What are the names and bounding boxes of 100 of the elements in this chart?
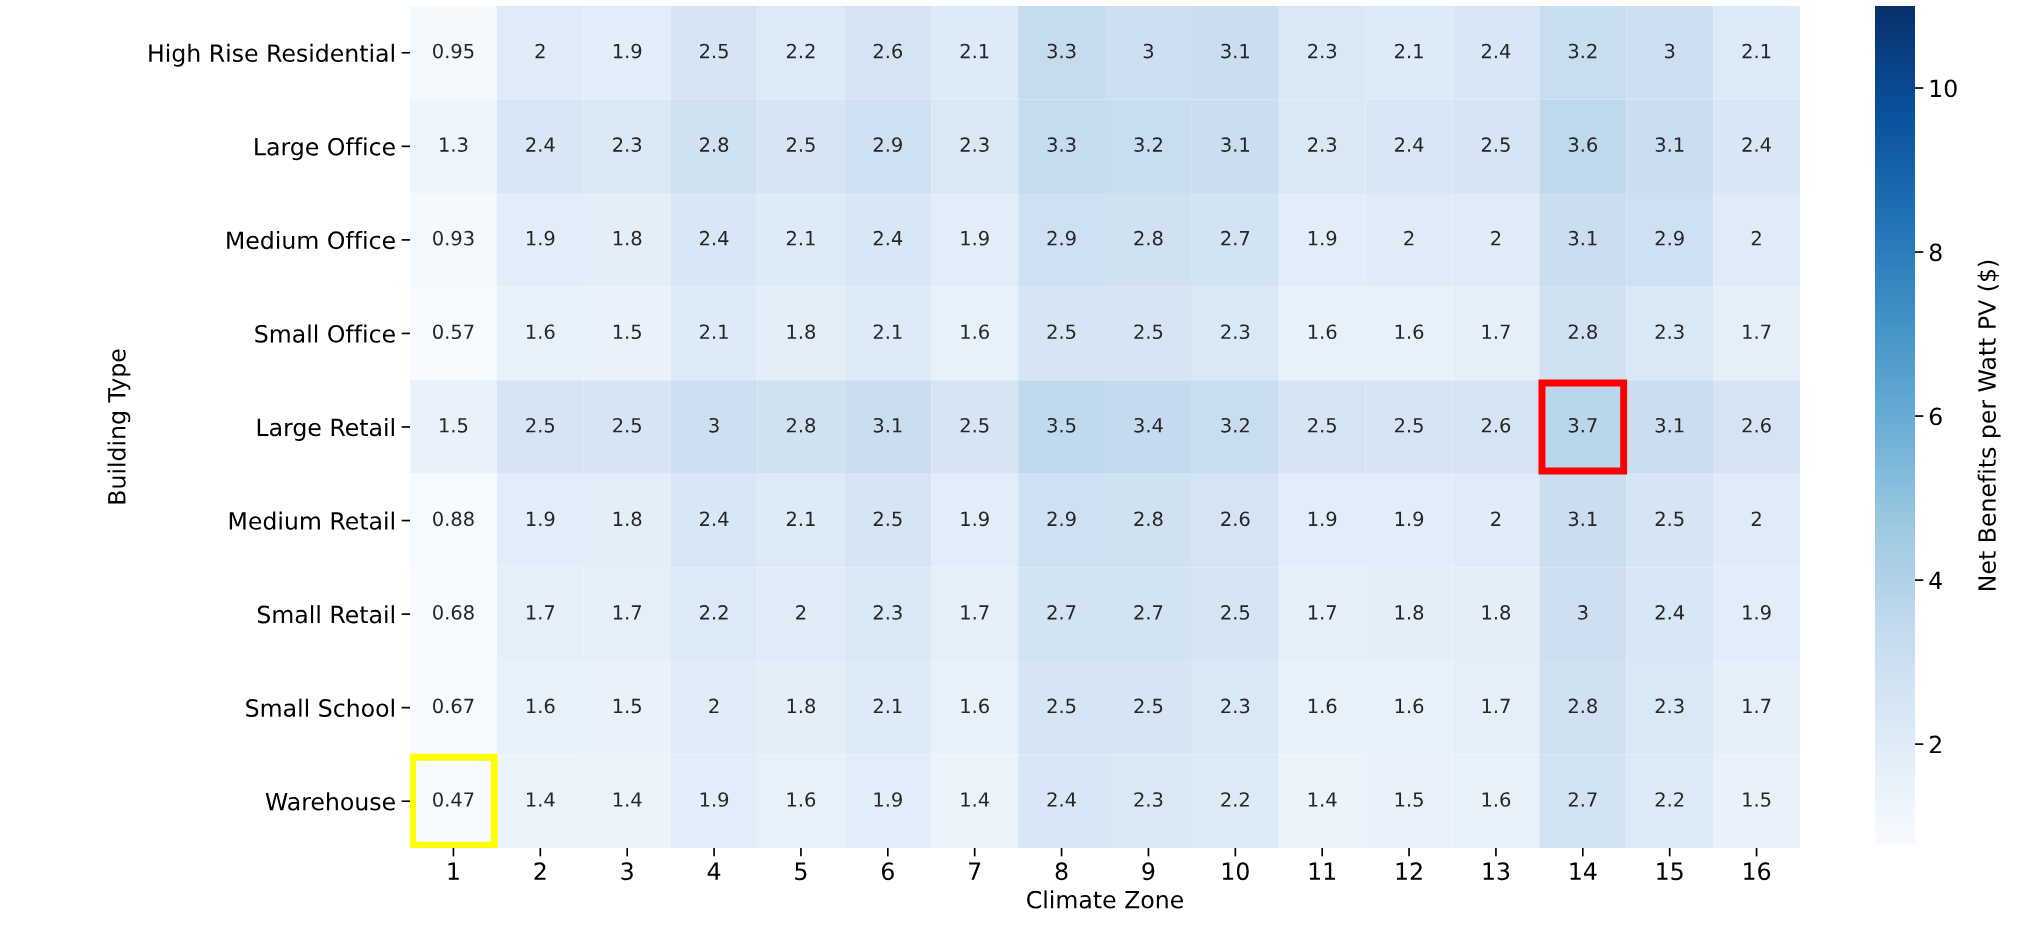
x-tick-label: 16: [1744, 862, 1771, 881]
data-label: 2: [535, 43, 545, 59]
data-label: 2.4: [700, 230, 729, 246]
data-label: 1.9: [613, 43, 642, 59]
data-label: 3.1: [873, 417, 902, 433]
data-label: 2: [1404, 230, 1414, 246]
data-label: 2.1: [786, 511, 815, 526]
data-label: 2.5: [1655, 511, 1684, 527]
data-label: 0.95: [433, 43, 474, 59]
data-label: 2.3: [1221, 698, 1250, 714]
data-label: 2.7: [1047, 605, 1076, 620]
data-label: 2.3: [1308, 43, 1337, 59]
data-label: 2.8: [1568, 698, 1597, 714]
data-label: 2.5: [526, 417, 555, 433]
data-label: 2.7: [1134, 605, 1163, 620]
data-label: 0.93: [433, 230, 474, 246]
x-tick-label: 6: [881, 862, 894, 881]
data-label: 1.6: [526, 698, 555, 714]
color-bar-label: 6: [1929, 407, 1942, 426]
data-label: 1.5: [1395, 792, 1423, 807]
data-label: 2.5: [1134, 324, 1163, 340]
data-label: 2.7: [1568, 792, 1597, 807]
data-label: 0.47: [433, 792, 474, 807]
data-label: 3.1: [1655, 137, 1684, 152]
data-label: 2.9: [1047, 230, 1076, 246]
data-label: 2.6: [873, 43, 903, 59]
data-label: 2.5: [873, 511, 902, 527]
data-label: 2.3: [960, 137, 989, 152]
data-label: 2.4: [1742, 137, 1771, 152]
data-label: 2.3: [873, 605, 902, 620]
data-label: 1.9: [700, 792, 729, 807]
data-label: 1.6: [1308, 324, 1337, 340]
x-tick-label: 10: [1222, 862, 1249, 881]
data-label: 2.1: [700, 324, 728, 339]
x-tick-label: 13: [1483, 862, 1510, 881]
data-label: 3.2: [1221, 417, 1249, 433]
data-label: 0.57: [433, 324, 474, 340]
data-label: 1.7: [1743, 698, 1771, 714]
data-label: 1.8: [787, 698, 816, 714]
y-tick-label: Warehouse: [265, 792, 395, 811]
data-label: 2.2: [1221, 792, 1249, 807]
data-label: 2: [1491, 511, 1501, 526]
x-tick-label: 8: [1055, 862, 1068, 881]
data-label: 3: [1143, 43, 1154, 59]
color-bar-label: 10: [1930, 79, 1957, 98]
data-label: 3.3: [1047, 137, 1076, 152]
data-label: 2.1: [1395, 43, 1423, 59]
data-label: 1.9: [961, 511, 989, 527]
data-label: 2.1: [873, 324, 902, 339]
data-label: 3.1: [1221, 137, 1249, 152]
data-label: 1.5: [1743, 792, 1771, 807]
color-bar-label: 2: [1929, 735, 1941, 754]
data-label: 2.4: [1655, 605, 1685, 620]
y-tick-label: Small Office: [255, 324, 395, 343]
data-label: 1.6: [1482, 792, 1511, 807]
data-label: 1.7: [1482, 698, 1510, 714]
data-label: 2.2: [1655, 792, 1684, 807]
x-tick-label: 12: [1396, 862, 1422, 880]
data-label: 1.6: [1395, 324, 1424, 340]
data-label: 1.7: [1482, 324, 1510, 339]
data-label: 2: [1751, 230, 1761, 246]
data-label: 1.7: [613, 605, 641, 620]
data-label: 2.4: [873, 230, 903, 246]
data-label: 1.7: [526, 605, 555, 620]
data-label: 2.3: [1655, 324, 1684, 340]
data-label: 1.7: [1308, 605, 1336, 620]
data-label: 2.5: [1134, 698, 1163, 714]
x-tick-label: 3: [621, 862, 633, 881]
data-label: 2.6: [1221, 511, 1250, 527]
y-tick-label: High Rise Residential: [149, 43, 394, 67]
data-label: 1.6: [526, 324, 555, 340]
data-label: 1.9: [526, 511, 555, 527]
data-label: 1.5: [440, 418, 468, 433]
data-label: 2.4: [526, 137, 555, 152]
y-tick-label: Medium Office: [227, 230, 395, 250]
data-label: 2.6: [1742, 417, 1771, 433]
data-label: 2.3: [1655, 698, 1684, 714]
x-tick-label: 5: [795, 862, 807, 881]
data-label: 2.1: [1742, 43, 1771, 59]
data-label: 3.2: [1568, 43, 1597, 59]
data-label: 1.4: [613, 792, 642, 807]
data-label: 1.5: [613, 324, 641, 340]
x-tick-label: 11: [1309, 862, 1336, 880]
x-tick-label: 1: [448, 862, 459, 880]
data-label: 2.8: [1134, 230, 1163, 246]
y-tick-label: Medium Retail: [229, 511, 394, 530]
color-bar-label: 8: [1929, 243, 1942, 262]
y-axis-title: Building Type: [107, 349, 131, 504]
data-label: 1.6: [787, 792, 816, 807]
data-label: 3: [1664, 43, 1675, 59]
data-label: 2.4: [1047, 792, 1076, 807]
data-label: 2.9: [1655, 230, 1684, 246]
data-label: 2.7: [1221, 230, 1250, 246]
y-tick-label: Small Retail: [257, 605, 394, 624]
data-label: 2.5: [786, 137, 815, 152]
data-label: 2: [1751, 511, 1761, 526]
data-label: 2: [796, 605, 806, 620]
data-label: 1.9: [874, 792, 902, 807]
data-label: 1.9: [1308, 511, 1337, 527]
data-label: 1.5: [613, 698, 641, 714]
